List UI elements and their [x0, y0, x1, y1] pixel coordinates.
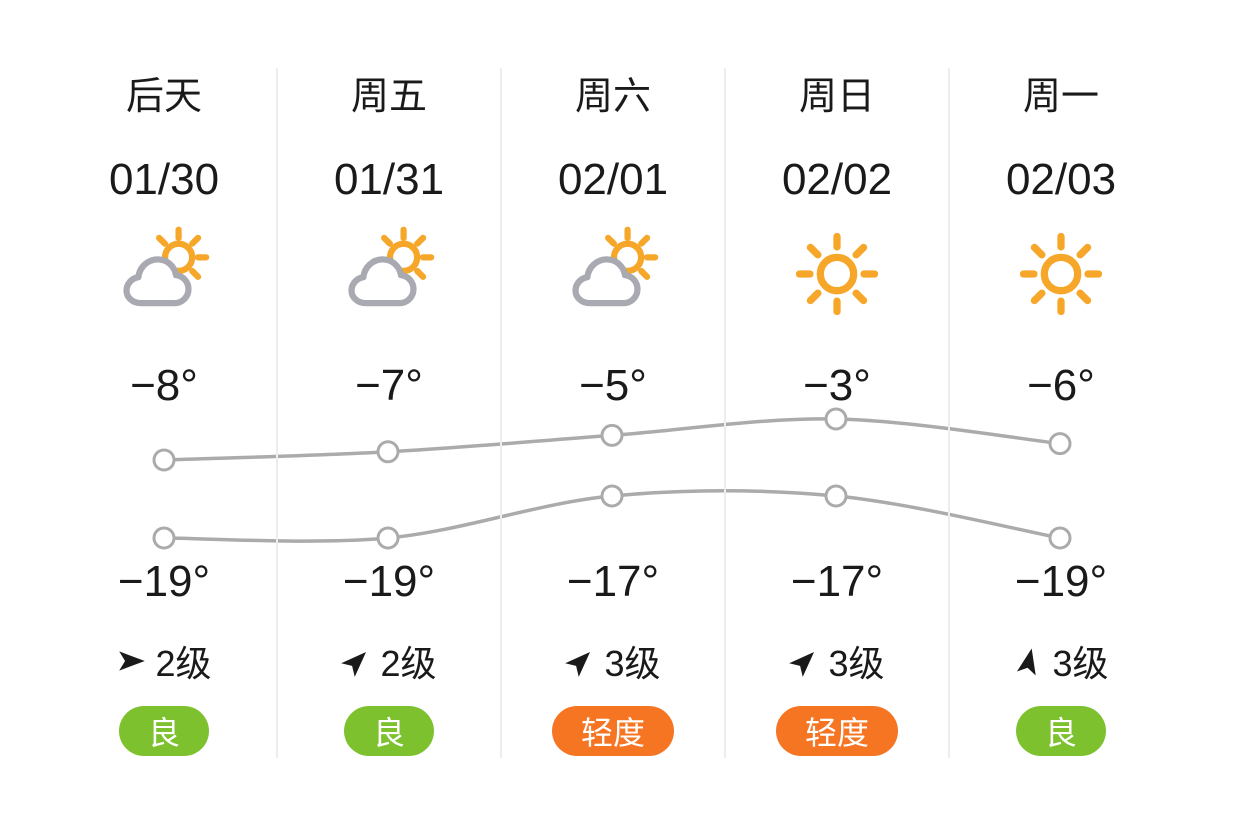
wind-row: 3级 [789, 638, 885, 684]
date-label: 01/31 [333, 155, 445, 204]
low-temp: −17° [566, 557, 660, 606]
sunny-icon [1011, 224, 1111, 324]
date-label: 01/30 [108, 155, 220, 204]
day-label: 周一 [1022, 76, 1099, 118]
forecast-day-card[interactable]: 周五 01/31 −7° −19° 2级 良 [276, 68, 500, 758]
low-temp: −17° [790, 557, 884, 606]
wind-level: 3级 [604, 643, 661, 684]
high-temp: −8° [130, 361, 198, 410]
low-temp: −19° [1014, 557, 1108, 606]
date-label: 02/03 [1005, 155, 1117, 204]
high-temp: −5° [579, 361, 647, 410]
sunny-icon [787, 224, 887, 324]
date-label: 02/02 [781, 155, 893, 204]
forecast-day-card[interactable]: 后天 01/30 −8° −19° 2级 良 [52, 68, 276, 758]
aqi-badge: 良 [1015, 706, 1106, 756]
high-temp: −6° [1027, 361, 1095, 410]
high-temp: −3° [803, 361, 871, 410]
aqi-badge: 轻度 [775, 706, 898, 756]
aqi-badge: 轻度 [551, 706, 674, 756]
aqi-badge: 良 [118, 706, 209, 756]
wind-direction-icon [116, 645, 148, 677]
partly-cloudy-icon [339, 224, 439, 324]
wind-level: 3级 [828, 643, 885, 684]
wind-row: 2级 [116, 638, 212, 684]
wind-level: 2级 [380, 643, 437, 684]
high-temp: −7° [355, 361, 423, 410]
forecast-day-card[interactable]: 周六 02/01 −5° −17° 3级 轻度 [500, 68, 724, 758]
low-temp: −19° [342, 557, 436, 606]
partly-cloudy-icon [114, 224, 214, 324]
wind-level: 2级 [155, 643, 212, 684]
wind-direction-icon [559, 638, 604, 683]
partly-cloudy-icon [563, 224, 663, 324]
low-temp: −19° [117, 557, 211, 606]
date-label: 02/01 [557, 155, 669, 204]
wind-direction-icon [1011, 642, 1049, 680]
wind-row: 2级 [341, 638, 437, 684]
wind-row: 3级 [1011, 638, 1109, 684]
day-label: 后天 [125, 76, 202, 118]
aqi-badge: 良 [343, 706, 434, 756]
day-label: 周六 [574, 76, 651, 118]
wind-row: 3级 [565, 638, 661, 684]
day-label: 周日 [798, 76, 875, 118]
day-label: 周五 [350, 76, 427, 118]
wind-direction-icon [783, 638, 828, 683]
forecast-grid: 后天 01/30 −8° −19° 2级 良 周五 01/31 −7° −19°… [52, 68, 1172, 758]
wind-direction-icon [335, 638, 380, 683]
forecast-day-card[interactable]: 周一 02/03 −6° −19° 3级 良 [948, 68, 1172, 758]
wind-level: 3级 [1052, 643, 1109, 684]
forecast-day-card[interactable]: 周日 02/02 −3° −17° 3级 轻度 [724, 68, 948, 758]
